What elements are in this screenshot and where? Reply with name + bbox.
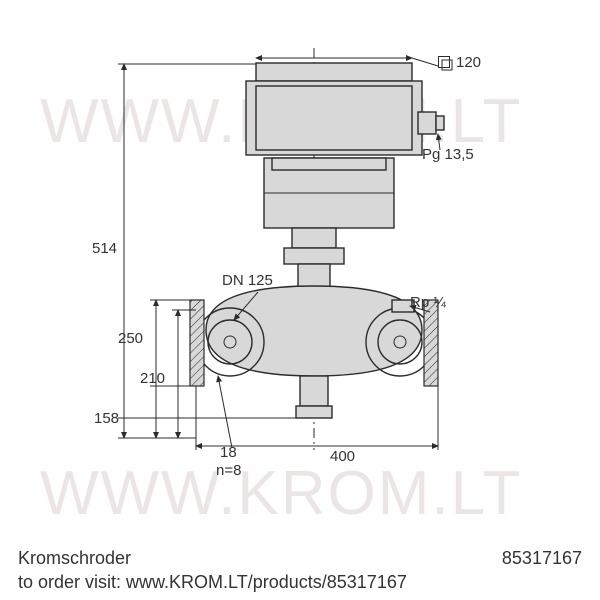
technical-drawing-card: WWW.KROM.LT WWW.KROM.LT: [0, 0, 600, 600]
dim-120: 120: [456, 54, 481, 71]
part-number: 85317167: [502, 548, 582, 569]
actuator-housing: [246, 63, 444, 155]
dim-pg: Pg 13,5: [422, 146, 474, 163]
drain-boss: [296, 376, 332, 418]
footer-order: to order visit: www.KROM.LT/products/853…: [0, 572, 600, 593]
dim-square-symbol: [438, 56, 450, 68]
dim-158: 158: [94, 410, 119, 427]
dim-n8: n=8: [216, 462, 241, 479]
dim-250: 250: [118, 330, 143, 347]
dim-514: 514: [92, 240, 117, 257]
valve-bonnet: [284, 228, 344, 288]
dim-400: 400: [330, 448, 355, 465]
order-prefix: to order visit:: [18, 572, 126, 592]
dim-dn125: DN 125: [222, 272, 273, 289]
order-url[interactable]: www.KROM.LT/products/85317167: [126, 572, 407, 592]
brand-name: Kromschroder: [18, 548, 131, 569]
dim-rp: Rp ¼: [410, 294, 446, 311]
valve-body: [190, 286, 438, 386]
dim-210: 210: [140, 370, 165, 387]
valve-schematic: [0, 0, 600, 540]
actuator-mid: [264, 158, 394, 228]
dim-18: 18: [220, 444, 237, 461]
